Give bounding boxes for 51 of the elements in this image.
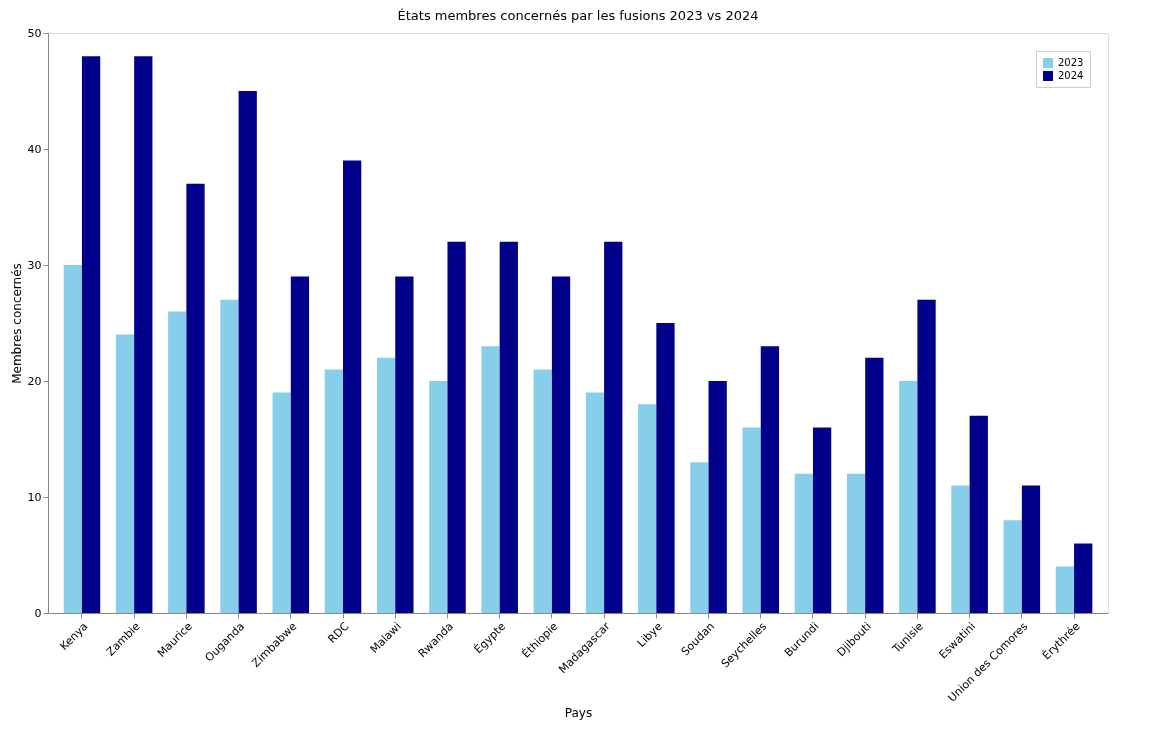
y-tick-label: 10 <box>27 490 42 504</box>
bar <box>1055 566 1075 613</box>
bar <box>395 276 414 613</box>
bar <box>447 241 466 613</box>
y-tick-label: 30 <box>27 258 42 272</box>
bar <box>429 381 448 613</box>
bar <box>220 299 239 613</box>
y-axis-title: Membres concernés <box>9 263 24 384</box>
y-tick-label: 20 <box>27 374 42 388</box>
bar <box>708 381 727 613</box>
x-axis-title: Pays <box>564 705 593 720</box>
y-tick-label: 0 <box>34 606 42 620</box>
bar <box>656 323 675 613</box>
bar <box>186 183 205 613</box>
bar <box>1074 543 1093 613</box>
bar <box>865 357 884 613</box>
legend-label: 2023 <box>1058 57 1084 68</box>
bar <box>1021 485 1041 613</box>
bar <box>794 473 813 613</box>
bar <box>63 265 82 613</box>
legend-label: 2024 <box>1058 70 1084 81</box>
bar <box>812 427 832 613</box>
bar <box>324 369 344 613</box>
bar <box>951 485 970 613</box>
bar <box>115 334 135 613</box>
bar <box>376 357 396 613</box>
bar <box>272 392 291 613</box>
bar <box>585 392 605 613</box>
bar <box>238 91 257 613</box>
bar <box>917 299 936 613</box>
bar <box>846 473 866 613</box>
bar <box>81 56 101 613</box>
bar <box>899 381 918 613</box>
bar <box>533 369 552 613</box>
y-tick-label: 50 <box>27 26 42 40</box>
chart-title: États membres concernés par les fusions 2023 vs 2024 <box>397 8 759 23</box>
bar <box>1003 520 1022 613</box>
bar <box>760 346 780 613</box>
bar <box>290 276 310 613</box>
bar <box>343 160 362 613</box>
bar <box>551 276 571 613</box>
bar <box>604 241 623 613</box>
bar <box>638 404 657 613</box>
bar <box>742 427 761 613</box>
bar <box>499 241 518 613</box>
bar <box>969 415 988 613</box>
bar <box>481 346 500 613</box>
bar <box>690 462 709 613</box>
bar <box>168 311 187 613</box>
bar <box>134 56 153 613</box>
y-tick-label: 40 <box>27 142 42 156</box>
